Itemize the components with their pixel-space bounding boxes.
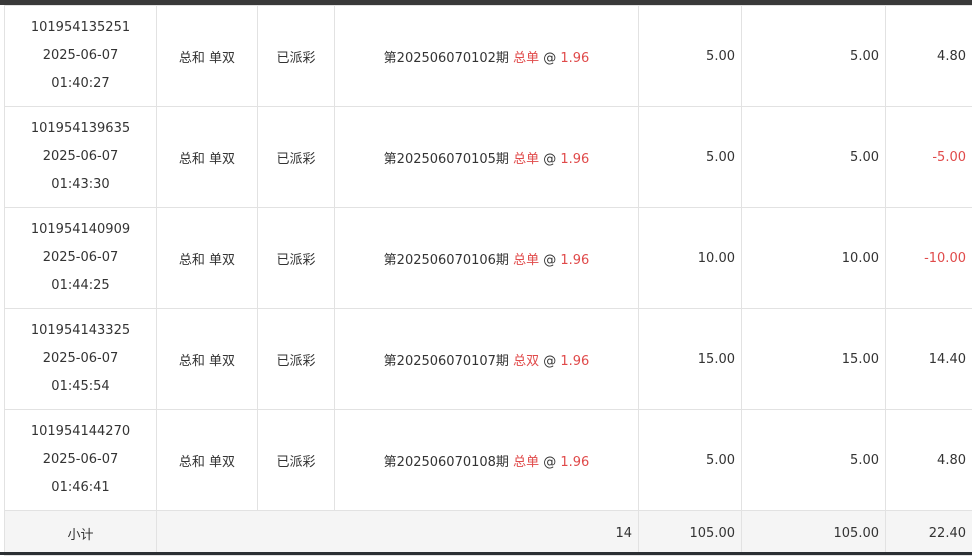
play-type: 总和 单双	[157, 107, 258, 208]
pick: 总单	[513, 253, 539, 268]
order-time: 01:40:27	[11, 70, 150, 98]
valid-amount: 5.00	[742, 6, 886, 107]
valid-amount: 5.00	[742, 410, 886, 511]
order-id: 101954144270	[11, 418, 150, 446]
period: 第202506070105期	[384, 152, 509, 167]
bet-content: 第202506070105期 总单 @ 1.96	[335, 107, 639, 208]
win-loss: 14.40	[886, 309, 972, 410]
at-sign: @	[543, 253, 556, 268]
order-date: 2025-06-07	[11, 42, 150, 70]
play-type: 总和 单双	[157, 410, 258, 511]
at-sign: @	[543, 51, 556, 66]
valid-amount: 15.00	[742, 309, 886, 410]
status: 已派彩	[258, 107, 335, 208]
at-sign: @	[543, 354, 556, 369]
order-id: 101954143325	[11, 317, 150, 345]
status: 已派彩	[258, 208, 335, 309]
play-type: 总和 单双	[157, 208, 258, 309]
order-date: 2025-06-07	[11, 143, 150, 171]
order-time: 01:45:54	[11, 373, 150, 401]
subtotal-label: 小计	[5, 511, 157, 556]
order-id: 101954140909	[11, 216, 150, 244]
play-type: 总和 单双	[157, 6, 258, 107]
order-date: 2025-06-07	[11, 345, 150, 373]
bet-amount: 10.00	[639, 208, 742, 309]
status: 已派彩	[258, 6, 335, 107]
subtotal-valid: 105.00	[742, 511, 886, 556]
at-sign: @	[543, 152, 556, 167]
order-date: 2025-06-07	[11, 244, 150, 272]
period: 第202506070106期	[384, 253, 509, 268]
pick: 总单	[513, 51, 539, 66]
bet-content: 第202506070102期 总单 @ 1.96	[335, 6, 639, 107]
bet-amount: 5.00	[639, 410, 742, 511]
bet-amount: 5.00	[639, 107, 742, 208]
valid-amount: 5.00	[742, 107, 886, 208]
pick: 总单	[513, 455, 539, 470]
order-time: 01:44:25	[11, 272, 150, 300]
win-loss: -5.00	[886, 107, 972, 208]
odds: 1.96	[560, 152, 589, 167]
win-loss: 4.80	[886, 410, 972, 511]
bet-amount: 5.00	[639, 6, 742, 107]
order-time: 01:43:30	[11, 171, 150, 199]
period: 第202506070102期	[384, 51, 509, 66]
odds: 1.96	[560, 51, 589, 66]
bet-content: 第202506070106期 总单 @ 1.96	[335, 208, 639, 309]
odds: 1.96	[560, 354, 589, 369]
pick: 总单	[513, 152, 539, 167]
period: 第202506070107期	[384, 354, 509, 369]
play-type: 总和 单双	[157, 309, 258, 410]
valid-amount: 10.00	[742, 208, 886, 309]
pick: 总双	[513, 354, 539, 369]
status: 已派彩	[258, 309, 335, 410]
period: 第202506070108期	[384, 455, 509, 470]
order-date: 2025-06-07	[11, 446, 150, 474]
win-loss: -10.00	[886, 208, 972, 309]
order-time: 01:46:41	[11, 474, 150, 502]
odds: 1.96	[560, 455, 589, 470]
subtotal-count: 14	[157, 511, 639, 556]
bet-content: 第202506070108期 总单 @ 1.96	[335, 410, 639, 511]
status: 已派彩	[258, 410, 335, 511]
subtotal-amount: 105.00	[639, 511, 742, 556]
at-sign: @	[543, 455, 556, 470]
order-id: 101954139635	[11, 115, 150, 143]
win-loss: 4.80	[886, 6, 972, 107]
order-id: 101954135251	[11, 14, 150, 42]
odds: 1.96	[560, 253, 589, 268]
bet-content: 第202506070107期 总双 @ 1.96	[335, 309, 639, 410]
subtotal-result: 22.40	[886, 511, 972, 556]
bet-amount: 15.00	[639, 309, 742, 410]
